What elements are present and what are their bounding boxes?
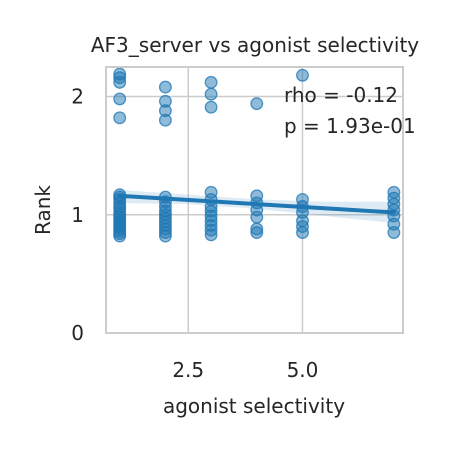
data-point-55 [250,226,264,239]
data-point-53 [250,210,264,224]
data-point-56 [296,68,309,82]
x-tick-label-1: 5.0 [287,358,319,382]
y-ticks: 0 1 2 [71,85,84,345]
data-point-36 [158,229,172,243]
x-tick-label-0: 2.5 [172,358,204,382]
data-point-25 [158,113,172,127]
annotation-p: p = 1.93e-01 [284,114,416,138]
chart-title: AF3_server vs agonist selectivity [91,33,419,57]
data-point-69 [387,226,401,239]
data-point-62 [296,226,309,239]
y-tick-label-0: 0 [71,321,84,345]
plot-frame [105,66,404,334]
regression-line [117,193,396,215]
data-point-39 [204,100,218,114]
data-point-2 [113,75,127,89]
x-ticks: 2.5 5.0 [172,358,318,382]
data-point-22 [158,80,172,94]
data-point-49 [250,97,264,111]
data-point-21 [113,229,127,243]
data-point-4 [113,111,127,125]
regression-line-path [117,193,396,215]
y-tick-label-2: 2 [71,85,84,109]
data-point-3 [113,92,127,106]
data-point-37 [204,75,218,89]
data-point-48 [204,228,218,242]
y-tick-label-1: 1 [71,203,84,227]
annotation-rho: rho = -0.12 [284,83,398,107]
data-points [113,67,401,243]
x-axis-label: agonist selectivity [163,394,345,418]
y-axis-label: Rank [31,185,55,235]
data-point-38 [204,87,218,101]
